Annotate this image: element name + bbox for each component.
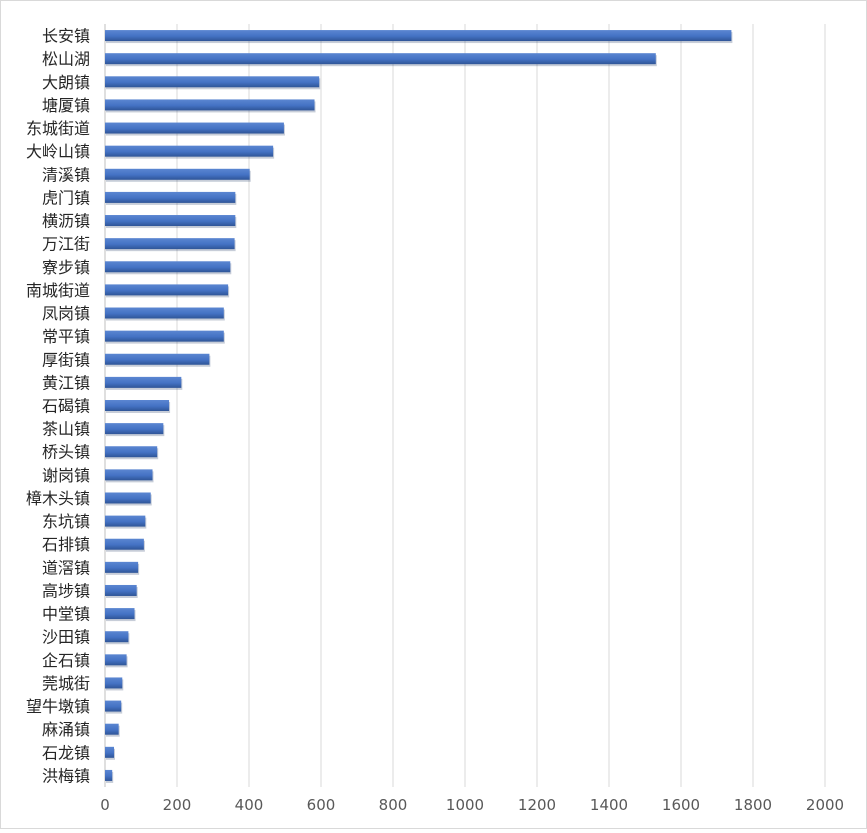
x-tick-label: 1400 xyxy=(590,796,628,814)
x-tick-label: 0 xyxy=(100,796,110,814)
category-label: 常平镇 xyxy=(42,327,90,346)
category-label: 望牛墩镇 xyxy=(26,697,90,716)
x-tick-labels: 0 200 400 600 800 1000 1200 1400 1600 1800 2000 xyxy=(100,796,844,814)
bar xyxy=(105,538,144,550)
category-label: 谢岗镇 xyxy=(42,466,90,485)
category-label: 石碣镇 xyxy=(42,397,90,416)
bar xyxy=(105,284,229,296)
x-tick-label: 800 xyxy=(379,796,408,814)
category-label: 万江街 xyxy=(42,235,90,254)
x-tick-label: 400 xyxy=(235,796,264,814)
bar xyxy=(105,584,137,596)
bar xyxy=(105,561,139,573)
category-label: 大朗镇 xyxy=(42,73,90,92)
bar xyxy=(105,215,236,227)
category-labels: 长安镇松山湖大朗镇塘厦镇东城街道大岭山镇清溪镇虎门镇横沥镇万江街寮步镇南城街道凤… xyxy=(26,27,90,786)
bar xyxy=(105,723,119,735)
bar xyxy=(105,746,114,758)
bar xyxy=(105,145,274,157)
category-label: 黄江镇 xyxy=(42,373,90,392)
bar xyxy=(105,353,210,365)
bar xyxy=(105,677,123,689)
bar xyxy=(105,608,135,620)
bar xyxy=(105,492,151,504)
category-label: 厚街镇 xyxy=(42,350,90,369)
category-label: 凤岗镇 xyxy=(42,304,90,323)
x-tick-label: 1600 xyxy=(662,796,700,814)
category-label: 长安镇 xyxy=(42,27,90,46)
x-tick-label: 200 xyxy=(163,796,192,814)
bar xyxy=(105,446,158,458)
bar xyxy=(105,238,235,250)
bar xyxy=(105,30,732,42)
category-label: 东坑镇 xyxy=(42,512,90,531)
bar xyxy=(105,654,127,666)
bar xyxy=(105,191,236,203)
bar xyxy=(105,53,656,65)
category-label: 虎门镇 xyxy=(42,188,90,207)
category-label: 道滘镇 xyxy=(42,558,90,577)
category-label: 茶山镇 xyxy=(42,420,90,439)
bar xyxy=(105,400,170,411)
bar xyxy=(105,769,113,781)
x-tick-label: 2000 xyxy=(806,796,844,814)
category-label: 南城街道 xyxy=(26,281,90,300)
bar xyxy=(105,307,224,319)
category-label: 东城街道 xyxy=(26,119,90,138)
bar xyxy=(105,423,164,435)
bar xyxy=(105,330,224,342)
category-label: 大岭山镇 xyxy=(26,142,90,161)
bar xyxy=(105,122,284,134)
category-label: 沙田镇 xyxy=(42,628,90,647)
category-label: 石排镇 xyxy=(42,535,90,554)
category-label: 洪梅镇 xyxy=(42,766,90,785)
category-label: 横沥镇 xyxy=(42,212,90,231)
bar xyxy=(105,76,320,88)
bar xyxy=(105,261,231,273)
x-tick-label: 1000 xyxy=(446,796,484,814)
bar xyxy=(105,515,146,527)
x-tick-label: 1800 xyxy=(734,796,772,814)
category-label: 塘厦镇 xyxy=(42,96,90,115)
category-label: 麻涌镇 xyxy=(42,720,90,739)
bar xyxy=(105,700,122,712)
bars xyxy=(105,30,733,783)
category-label: 莞城街 xyxy=(42,674,90,693)
x-tick-label: 1200 xyxy=(518,796,556,814)
category-label: 桥头镇 xyxy=(42,443,90,462)
bar xyxy=(105,469,153,481)
category-label: 中堂镇 xyxy=(42,605,90,624)
category-label: 樟木头镇 xyxy=(26,489,90,508)
bar xyxy=(105,376,182,388)
category-label: 高埗镇 xyxy=(42,581,90,600)
bar xyxy=(105,168,250,180)
category-label: 企石镇 xyxy=(42,651,90,670)
category-label: 石龙镇 xyxy=(42,743,90,762)
category-label: 寮步镇 xyxy=(42,258,90,277)
bar xyxy=(105,631,129,643)
category-label: 松山湖 xyxy=(42,50,90,69)
bar xyxy=(105,99,315,111)
category-label: 清溪镇 xyxy=(42,165,90,184)
x-tick-label: 600 xyxy=(307,796,336,814)
